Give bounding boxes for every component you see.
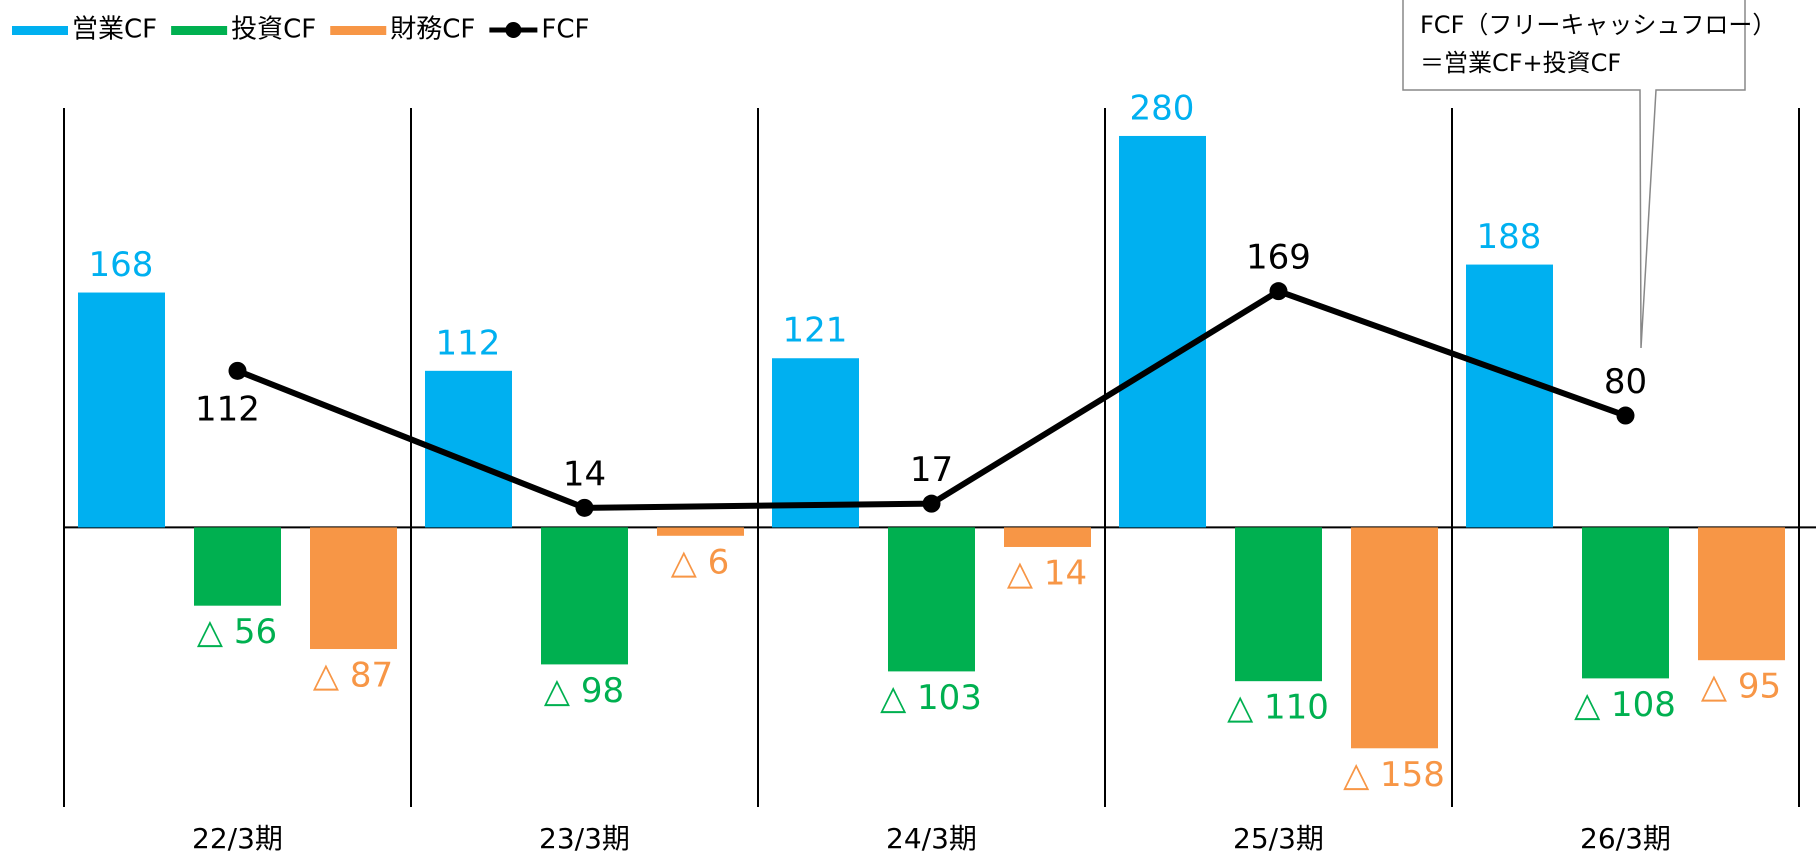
- data-label: 17: [910, 450, 953, 490]
- data-label: △ 56: [197, 612, 277, 652]
- marker: [575, 498, 594, 517]
- data-label: △ 108: [1574, 685, 1676, 725]
- data-label: 169: [1246, 238, 1311, 278]
- marker: [922, 494, 941, 513]
- data-label: 168: [89, 245, 154, 285]
- data-label: 112: [436, 323, 501, 363]
- bar: [772, 358, 859, 528]
- data-label: △ 14: [1007, 553, 1087, 593]
- data-label: 14: [563, 454, 606, 494]
- bar: [1466, 264, 1553, 528]
- x-tick-label: 26/3期: [1580, 822, 1671, 855]
- bar: [888, 527, 975, 672]
- callout-box: [1402, 0, 1746, 349]
- data-label: △ 110: [1227, 688, 1329, 728]
- bar: [541, 527, 628, 665]
- x-tick-label: 22/3期: [192, 822, 283, 855]
- x-tick-label: 25/3期: [1233, 822, 1324, 855]
- x-tick-label: 23/3期: [539, 822, 630, 855]
- bar: [1351, 527, 1438, 749]
- marker: [1616, 406, 1635, 425]
- marker: [1269, 282, 1288, 301]
- data-label: 280: [1130, 88, 1195, 128]
- bar: [1119, 135, 1206, 528]
- data-label: △ 6: [671, 542, 730, 582]
- legend-label: 投資CF: [231, 15, 316, 45]
- data-label: 112: [195, 389, 260, 429]
- bar: [657, 527, 744, 536]
- legend-swatch: [12, 26, 68, 35]
- data-label: △ 95: [1701, 667, 1781, 707]
- callout-text: FCF（フリーキャッシュフロー）: [1420, 11, 1776, 39]
- legend-swatch: [171, 26, 228, 35]
- legend-label: FCF: [541, 15, 589, 45]
- bar: [310, 527, 397, 650]
- legend-swatch: [505, 22, 522, 38]
- data-label: 188: [1477, 217, 1542, 257]
- x-tick-label: 24/3期: [886, 822, 977, 855]
- callout: FCF（フリーキャッシュフロー） ＝営業CF+投資CF: [1402, 0, 1776, 349]
- data-label: △ 103: [880, 678, 982, 718]
- legend-label: 営業CF: [72, 15, 157, 45]
- legend-swatch: [330, 26, 387, 35]
- bar: [1698, 527, 1785, 661]
- data-label: △ 87: [313, 656, 393, 696]
- data-label: △ 98: [544, 671, 624, 711]
- bar: [1004, 527, 1091, 547]
- marker: [228, 361, 247, 380]
- bar: [1235, 527, 1322, 682]
- bar: [1582, 527, 1669, 679]
- data-label: △ 158: [1343, 755, 1445, 795]
- bar: [194, 527, 281, 606]
- data-label: 121: [783, 311, 848, 351]
- bar: [78, 292, 165, 528]
- callout-text: ＝営業CF+投資CF: [1420, 49, 1621, 77]
- data-label: 80: [1604, 362, 1647, 402]
- legend-label: 財務CF: [390, 15, 475, 45]
